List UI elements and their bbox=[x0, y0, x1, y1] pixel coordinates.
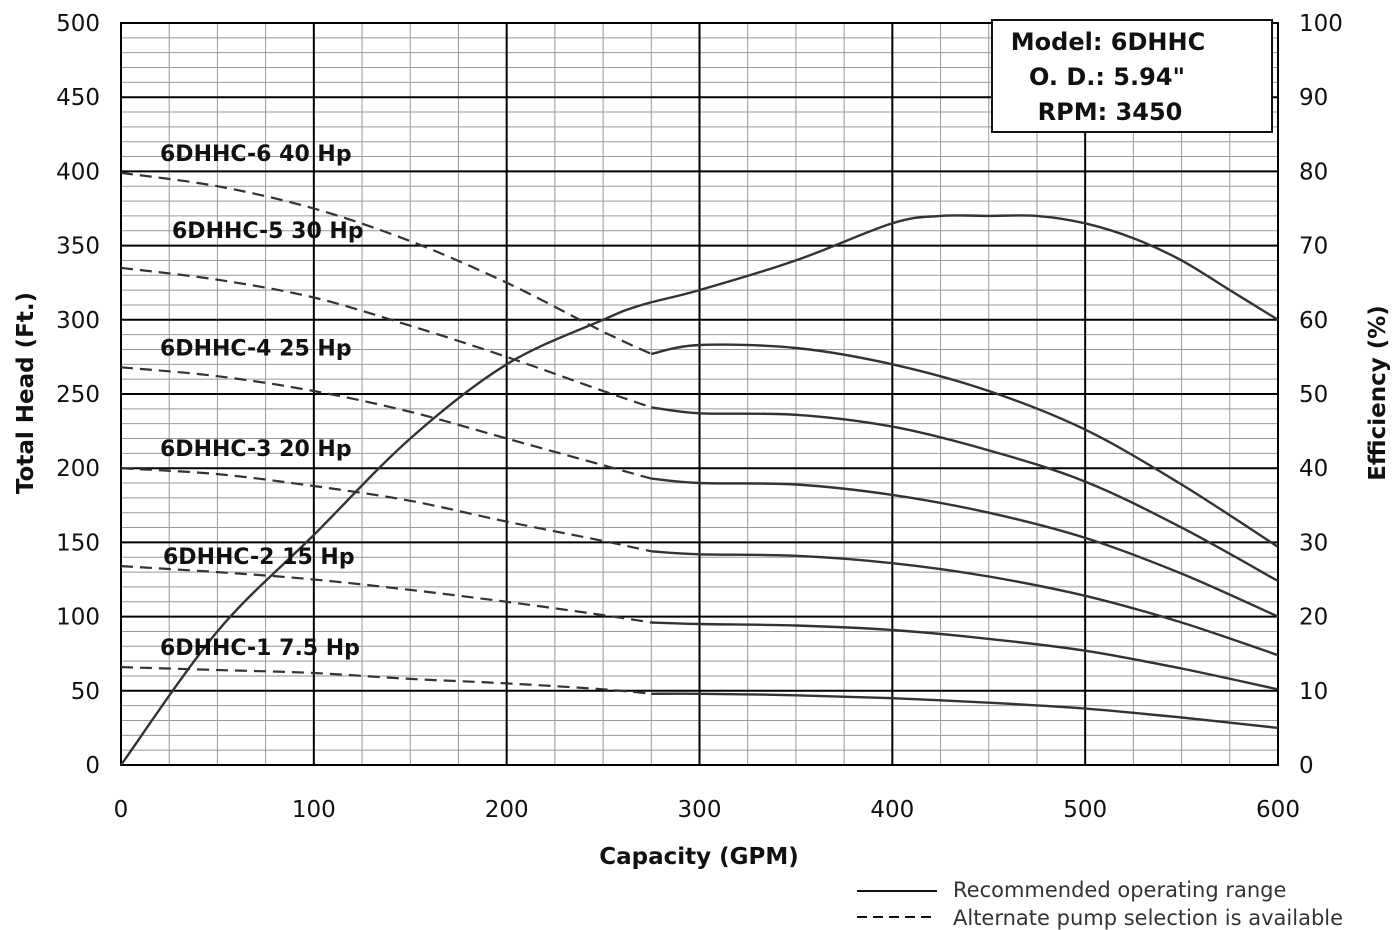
x-axis-title: Capacity (GPM) bbox=[599, 844, 799, 870]
head-curve-solid-4 bbox=[651, 550, 1279, 657]
y2-tick-label: 10 bbox=[1299, 679, 1328, 705]
y-tick-label: 450 bbox=[56, 85, 100, 111]
y-tick-label: 50 bbox=[71, 679, 100, 705]
od-text: O. D.: 5.94" bbox=[1029, 63, 1185, 91]
model-info-box: Model: 6DHHC O. D.: 5.94" RPM: 3450 bbox=[991, 19, 1273, 133]
head-curve-solid-1 bbox=[651, 343, 1279, 548]
head-curve-dashed-2 bbox=[120, 266, 652, 409]
y-tick-label: 250 bbox=[56, 382, 100, 408]
legend-solid-label: Recommended operating range bbox=[953, 878, 1286, 902]
y2-tick-label: 60 bbox=[1299, 308, 1328, 334]
head-curve-dashed-6 bbox=[120, 666, 652, 695]
y-tick-label: 200 bbox=[56, 456, 100, 482]
pump-curve-label: 6DHHC-5 30 Hp bbox=[172, 219, 364, 244]
curves bbox=[120, 171, 1279, 766]
pump-curve-label: 6DHHC-2 15 Hp bbox=[163, 545, 355, 570]
y-axis-title: Total Head (Ft.) bbox=[13, 292, 39, 494]
x-tick-label: 300 bbox=[678, 797, 722, 823]
y2-tick-label: 90 bbox=[1299, 85, 1328, 111]
head-curve-solid-3 bbox=[651, 477, 1279, 618]
legend-dashed-label: Alternate pump selection is available bbox=[953, 906, 1343, 930]
y2-axis-title: Efficiency (%) bbox=[1365, 305, 1391, 481]
efficiency-curve bbox=[120, 214, 1279, 766]
y2-tick-label: 20 bbox=[1299, 605, 1328, 631]
legend: Recommended operating range Alternate pu… bbox=[857, 878, 1343, 930]
pump-curve-label: 6DHHC-4 25 Hp bbox=[160, 336, 352, 361]
y2-tick-label: 40 bbox=[1299, 456, 1328, 482]
pump-labels: 6DHHC-6 40 Hp 6DHHC-5 30 Hp 6DHHC-4 25 Hp 6… bbox=[160, 142, 364, 661]
plot-frame bbox=[120, 22, 1279, 766]
pump-curve-label: 6DHHC-1 7.5 Hp bbox=[160, 636, 360, 661]
head-curve-solid-2 bbox=[651, 406, 1279, 583]
x-tick-label: 600 bbox=[1256, 797, 1300, 823]
x-tick-label: 0 bbox=[114, 797, 129, 823]
y-tick-label: 400 bbox=[56, 159, 100, 185]
y2-tick-label: 80 bbox=[1299, 159, 1328, 185]
x-tick-label: 100 bbox=[292, 797, 336, 823]
y-tick-label: 300 bbox=[56, 308, 100, 334]
x-tick-label: 500 bbox=[1063, 797, 1107, 823]
y-tick-label: 100 bbox=[56, 605, 100, 631]
head-curve-dashed-4 bbox=[120, 467, 652, 553]
y-tick-label: 500 bbox=[56, 11, 100, 37]
pump-curve-label: 6DHHC-6 40 Hp bbox=[160, 142, 352, 167]
head-curve-dashed-1 bbox=[120, 171, 652, 355]
y2-tick-label: 100 bbox=[1299, 11, 1343, 37]
head-curve-dashed-5 bbox=[120, 565, 652, 624]
y2-tick-label: 70 bbox=[1299, 234, 1328, 260]
tick-labels: 0501001502002503003504004505000102030405… bbox=[56, 11, 1343, 823]
head-curve-dashed-3 bbox=[120, 366, 652, 480]
x-tick-label: 400 bbox=[870, 797, 914, 823]
y2-tick-label: 0 bbox=[1299, 753, 1314, 779]
y-tick-label: 350 bbox=[56, 234, 100, 260]
head-curve-solid-6 bbox=[651, 692, 1279, 730]
x-tick-label: 200 bbox=[485, 797, 529, 823]
pump-curve-label: 6DHHC-3 20 Hp bbox=[160, 437, 352, 462]
rpm-text: RPM: 3450 bbox=[1038, 98, 1183, 126]
y2-tick-label: 30 bbox=[1299, 530, 1328, 556]
model-text: Model: 6DHHC bbox=[1011, 28, 1205, 56]
y2-tick-label: 50 bbox=[1299, 382, 1328, 408]
plot-border bbox=[120, 22, 1279, 766]
y-tick-label: 0 bbox=[85, 753, 100, 779]
head-curve-solid-5 bbox=[651, 621, 1279, 691]
y-tick-label: 150 bbox=[56, 530, 100, 556]
